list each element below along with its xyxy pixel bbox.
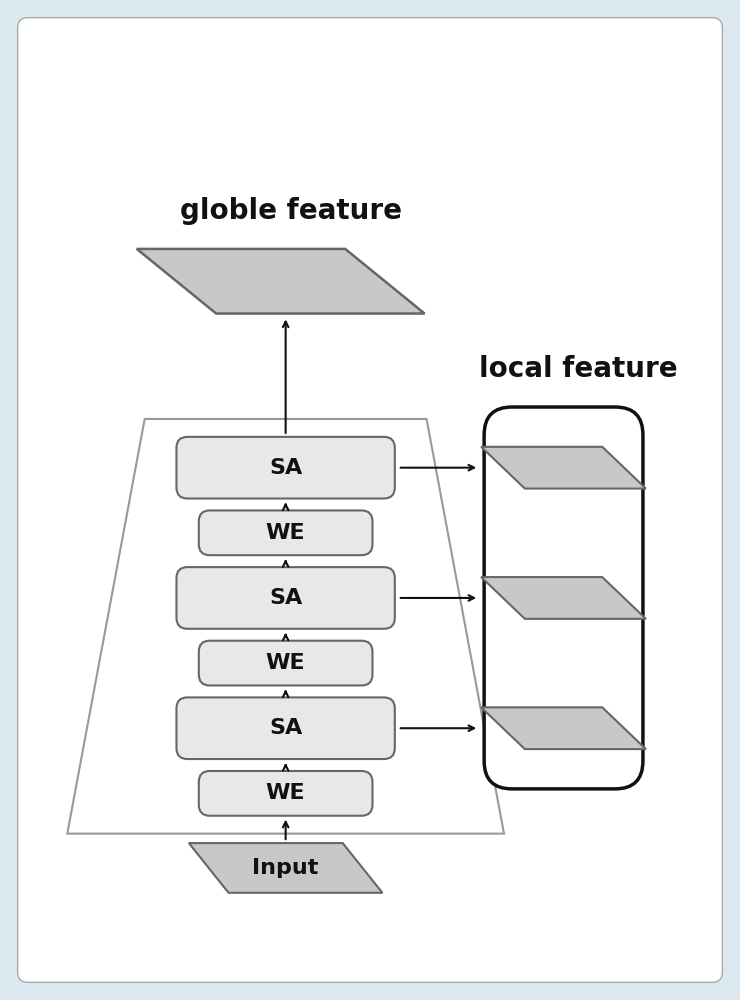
Polygon shape bbox=[481, 447, 646, 489]
Text: SA: SA bbox=[269, 458, 302, 478]
FancyBboxPatch shape bbox=[18, 18, 722, 982]
FancyBboxPatch shape bbox=[176, 567, 395, 629]
Polygon shape bbox=[481, 707, 646, 749]
Polygon shape bbox=[481, 577, 646, 619]
Polygon shape bbox=[137, 249, 425, 314]
FancyBboxPatch shape bbox=[176, 697, 395, 759]
Text: SA: SA bbox=[269, 718, 302, 738]
Text: WE: WE bbox=[266, 523, 306, 543]
Text: SA: SA bbox=[269, 588, 302, 608]
FancyBboxPatch shape bbox=[484, 407, 643, 789]
Text: Input: Input bbox=[252, 858, 319, 878]
Text: WE: WE bbox=[266, 783, 306, 803]
FancyBboxPatch shape bbox=[176, 437, 395, 499]
FancyBboxPatch shape bbox=[199, 771, 372, 816]
FancyBboxPatch shape bbox=[199, 641, 372, 685]
Text: local feature: local feature bbox=[479, 355, 678, 383]
FancyBboxPatch shape bbox=[199, 510, 372, 555]
Text: WE: WE bbox=[266, 653, 306, 673]
Polygon shape bbox=[189, 843, 383, 893]
Polygon shape bbox=[67, 419, 504, 834]
Text: globle feature: globle feature bbox=[180, 197, 402, 225]
